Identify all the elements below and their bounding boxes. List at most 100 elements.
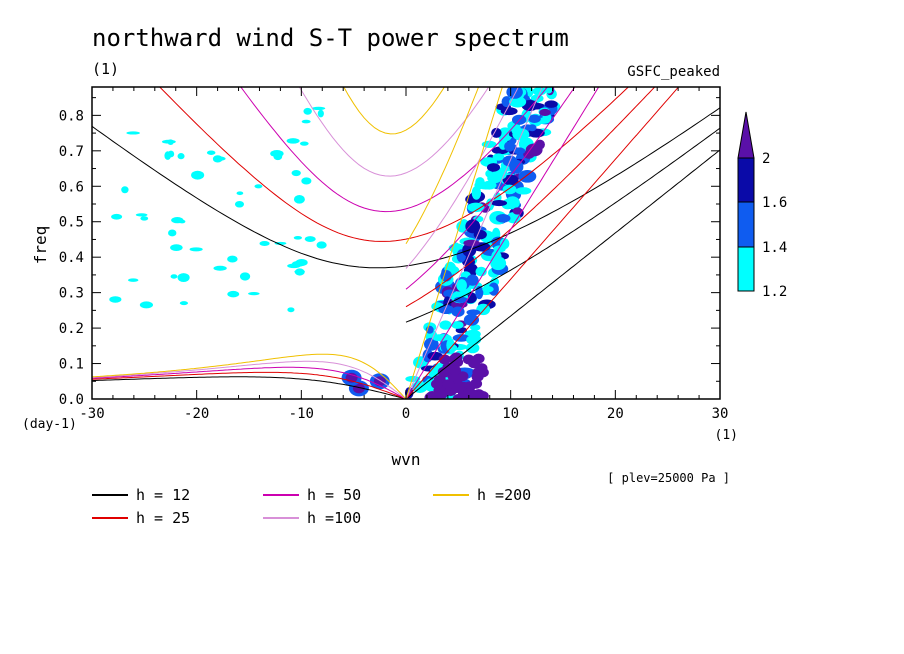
contour-blob	[191, 170, 205, 180]
contour-blob	[168, 229, 177, 237]
contour-blob	[227, 290, 240, 298]
dispersion-curve	[405, 127, 720, 323]
legend-label: h = 12	[136, 486, 190, 504]
level-note: [ plev=25000 Pa ]	[607, 471, 730, 485]
contour-blob	[528, 124, 537, 132]
y-tick-label: 0.4	[59, 250, 84, 266]
legend: h = 12 h = 25 h = 50 h =100 h =200	[92, 486, 531, 527]
contour-blob	[499, 238, 510, 250]
contour-blob	[121, 186, 129, 194]
contour-blob	[423, 337, 439, 351]
contour-blob	[139, 301, 154, 309]
contour-blob	[518, 169, 537, 183]
dispersion-curve	[92, 353, 407, 399]
dispersion-curves	[92, 87, 720, 399]
contour-blob	[488, 282, 499, 296]
contour-blob	[109, 296, 122, 303]
contour-blob	[486, 163, 501, 172]
dispersion-curve	[240, 87, 548, 213]
y-unit-label: (day-1)	[22, 417, 77, 432]
contour-blob	[504, 141, 515, 152]
x-tick-label: 0	[402, 406, 410, 422]
contour-blob	[463, 239, 480, 247]
y-tick-label: 0.5	[59, 215, 84, 231]
contour-blob	[452, 334, 470, 342]
colorbar-label: 1.2	[762, 284, 787, 300]
y-tick-label: 0.3	[59, 286, 84, 302]
contour-blob	[475, 266, 487, 277]
contour-blob	[474, 181, 484, 190]
contour-blob	[405, 375, 421, 383]
contour-blob	[227, 255, 238, 263]
contour-blob	[452, 382, 465, 393]
contour-blob	[449, 365, 462, 376]
contour-blob	[352, 383, 365, 394]
contour-blob	[539, 108, 551, 117]
contour-blob	[206, 150, 216, 155]
contour-blob	[435, 389, 448, 399]
power-contours	[109, 87, 561, 399]
contour-blob	[465, 342, 480, 354]
x-tick-label: -20	[184, 406, 209, 422]
contour-blob	[505, 196, 520, 210]
contour-blob	[438, 304, 454, 315]
colorbar: 1.2 1.4 1.6 2	[737, 111, 787, 300]
colorbar-band	[737, 157, 755, 203]
contour-blob	[301, 119, 311, 124]
contour-blob	[167, 139, 174, 146]
x-unit-label: (1)	[715, 428, 738, 443]
dispersion-curve	[92, 107, 720, 269]
contour-blob	[213, 265, 227, 271]
chart-subtitle: (1)	[92, 60, 119, 78]
model-label: GSFC_peaked	[627, 64, 720, 80]
y-tick-label: 0.0	[59, 392, 84, 408]
contour-blob	[170, 244, 183, 252]
contour-blob	[495, 214, 511, 223]
contour-blob	[512, 207, 523, 215]
legend-label: h =200	[477, 486, 531, 504]
contour-blob	[287, 307, 295, 313]
contour-blob	[544, 100, 558, 108]
dispersion-curve	[92, 376, 407, 399]
colorbar-band	[737, 246, 755, 292]
contour-blob	[170, 274, 178, 279]
contour-blob	[466, 309, 481, 316]
y-tick-label: 0.1	[59, 357, 84, 373]
contour-blob	[471, 186, 482, 200]
contour-blob	[178, 219, 186, 224]
contour-blob	[470, 324, 481, 331]
contour-blob	[127, 278, 139, 282]
contour-blob	[301, 177, 312, 185]
contour-blob	[135, 213, 148, 217]
contour-blob	[442, 379, 455, 390]
contour-blob	[303, 107, 312, 115]
x-tick-label: -30	[79, 406, 104, 422]
contour-blob	[512, 128, 530, 141]
dispersion-curve	[405, 87, 600, 399]
contour-blob	[239, 272, 251, 281]
contour-blob	[462, 388, 475, 399]
dispersion-curve	[405, 87, 503, 399]
contour-blob	[492, 153, 505, 161]
dispersion-curve	[405, 87, 480, 245]
y-tick-label: 0.7	[59, 144, 84, 160]
contour-blob	[294, 268, 305, 276]
y-axis-label: freq	[31, 226, 50, 265]
contour-blob	[490, 256, 507, 271]
contour-blob	[293, 195, 305, 204]
contour-blob	[513, 147, 526, 155]
chart-title: northward wind S-T power spectrum	[92, 24, 569, 52]
contour-blob	[438, 354, 451, 365]
contour-blob	[234, 200, 244, 208]
contour-blob	[293, 235, 302, 240]
contour-blob	[509, 96, 527, 108]
contour-blob	[491, 127, 502, 138]
contour-blob	[286, 138, 300, 144]
legend-label: h = 25	[136, 509, 190, 527]
contour-blob	[177, 273, 190, 282]
contour-blob	[535, 139, 545, 150]
contour-blob	[439, 320, 452, 330]
x-tick-label: 10	[502, 406, 519, 422]
contour-blob	[515, 187, 532, 195]
